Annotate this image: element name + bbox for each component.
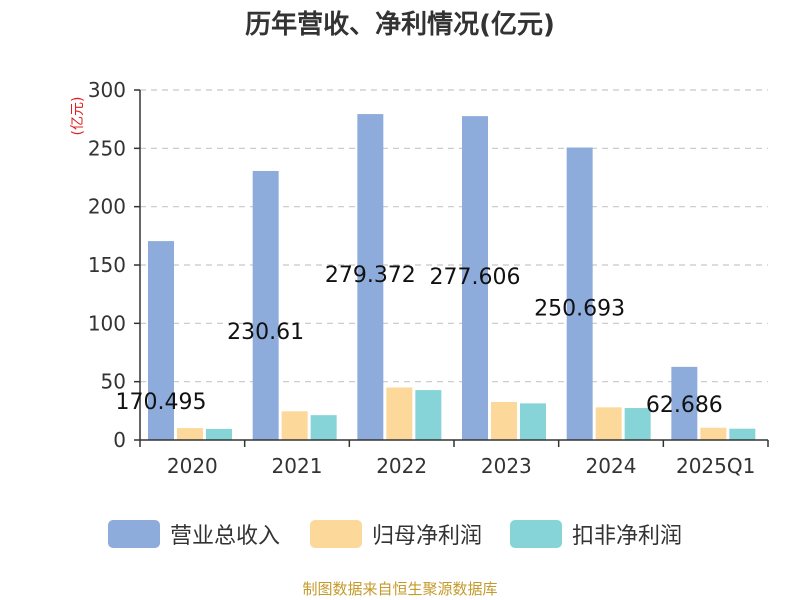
legend-label: 营业总收入 xyxy=(170,524,280,549)
bar-1-5 xyxy=(700,427,727,440)
bar-1-2 xyxy=(386,387,413,440)
bar-0-0 xyxy=(148,241,174,440)
x-tick-label: 2021 xyxy=(272,454,323,478)
legend-label: 扣非净利润 xyxy=(572,524,682,549)
legend-label: 归母净利润 xyxy=(372,524,482,549)
data-label: 230.61 xyxy=(227,320,304,345)
data-label: 250.693 xyxy=(534,297,625,322)
bar-1-3 xyxy=(491,401,517,440)
data-label: 277.606 xyxy=(430,265,521,290)
x-tick-label: 2023 xyxy=(481,454,532,478)
bar-2-4 xyxy=(624,408,651,440)
data-label: 62.686 xyxy=(646,393,723,418)
data-labels: 170.495 230.61 279.372 277.606 250.693 62.686 xyxy=(116,263,723,418)
bar-1-1 xyxy=(281,411,308,440)
bar-2-1 xyxy=(310,415,337,440)
data-label: 279.372 xyxy=(325,263,416,288)
source-note: 制图数据来自恒生聚源数据库 xyxy=(302,580,497,598)
bar-1-0 xyxy=(177,428,203,440)
y-tick-label: 100 xyxy=(88,311,126,335)
y-tick-label: 300 xyxy=(88,78,126,102)
legend-item[interactable]: 归母净利润 xyxy=(310,520,482,549)
legend-swatch xyxy=(510,520,562,548)
bars xyxy=(148,114,756,440)
legend-item[interactable]: 营业总收入 xyxy=(108,520,280,549)
bar-0-2 xyxy=(357,114,384,440)
x-tick-label: 2020 xyxy=(167,454,218,478)
y-tick-label: 0 xyxy=(113,428,126,452)
x-tick-label: 2024 xyxy=(586,454,637,478)
bar-0-3 xyxy=(462,116,488,440)
axes: 0 50 100 150 200 250 300 2020 2021 2022 2023 2024 20… xyxy=(88,78,769,478)
y-tick-label: 250 xyxy=(88,136,126,160)
bar-0-4 xyxy=(566,147,593,440)
bar-0-1 xyxy=(252,170,279,440)
x-tick-label: 2025Q1 xyxy=(676,454,755,478)
bar-2-2 xyxy=(415,390,442,440)
y-axis-label: (亿元) xyxy=(70,97,86,136)
chart-title: 历年营收、净利情况(亿元) xyxy=(245,9,555,40)
bar-2-0 xyxy=(206,428,232,440)
bar-1-4 xyxy=(595,407,622,440)
bar-2-3 xyxy=(520,403,546,440)
legend-item[interactable]: 扣非净利润 xyxy=(510,520,682,549)
y-tick-label: 200 xyxy=(88,195,126,219)
legend[interactable]: 营业总收入 归母净利润 扣非净利润 xyxy=(108,520,682,549)
bar-2-5 xyxy=(729,428,756,440)
legend-swatch xyxy=(310,520,362,548)
bar-0-5 xyxy=(671,366,698,440)
grid-lines xyxy=(140,89,768,383)
y-tick-label: 150 xyxy=(88,253,126,277)
y-tick-label: 50 xyxy=(101,370,126,394)
x-tick-label: 2022 xyxy=(376,454,427,478)
legend-swatch xyxy=(108,520,160,548)
data-label: 170.495 xyxy=(116,390,207,415)
